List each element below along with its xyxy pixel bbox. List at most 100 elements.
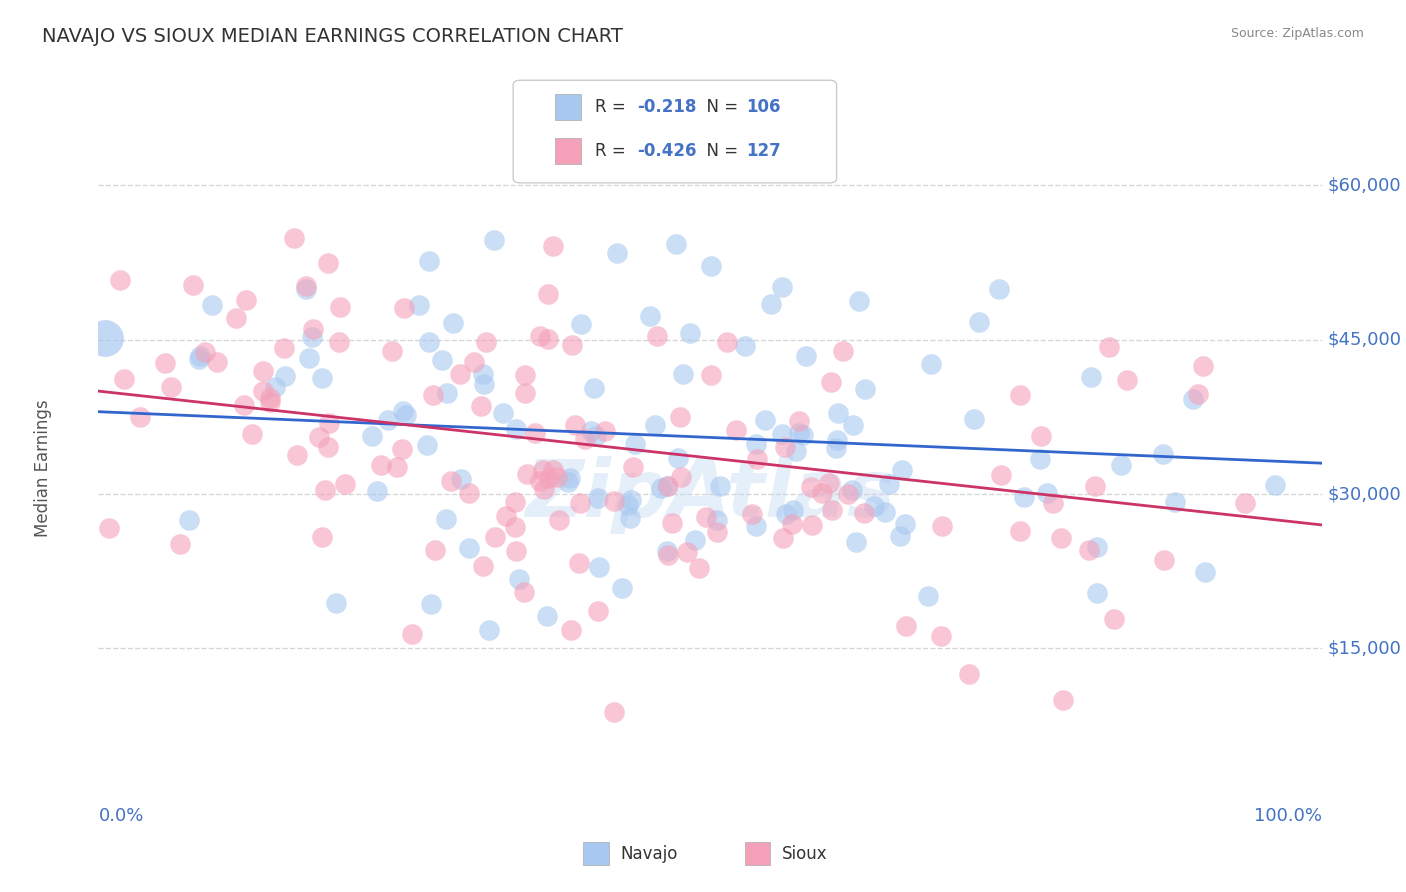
Text: R =: R = <box>595 142 631 160</box>
Point <box>495 508 517 523</box>
Point <box>472 367 495 381</box>
Point <box>418 334 440 349</box>
Point <box>792 428 814 442</box>
Point <box>873 505 896 519</box>
Point <box>568 496 591 510</box>
Point <box>1109 458 1132 472</box>
Point <box>1153 552 1175 566</box>
Point <box>361 428 384 442</box>
Point <box>669 410 692 425</box>
Point <box>381 343 404 358</box>
Point <box>301 330 323 344</box>
Text: 127: 127 <box>747 142 782 160</box>
Point <box>458 541 481 555</box>
Point <box>890 462 912 476</box>
Point <box>440 474 463 488</box>
Text: -0.426: -0.426 <box>637 142 696 160</box>
Point <box>505 422 527 436</box>
Point <box>523 426 546 441</box>
Point <box>610 581 633 595</box>
Point <box>827 406 849 420</box>
Point <box>561 337 583 351</box>
Point <box>1012 490 1035 504</box>
Point <box>395 408 418 422</box>
Point <box>770 427 793 442</box>
Point <box>169 537 191 551</box>
Point <box>820 376 842 390</box>
Point <box>780 516 803 531</box>
Point <box>1164 495 1187 509</box>
Point <box>579 425 602 439</box>
Point <box>845 535 868 549</box>
Point <box>582 380 605 394</box>
Point <box>475 334 498 349</box>
Point <box>484 233 506 247</box>
Point <box>333 477 356 491</box>
Point <box>745 451 768 466</box>
Text: ZipAtlas: ZipAtlas <box>524 456 896 534</box>
Point <box>1084 479 1107 493</box>
Point <box>194 344 217 359</box>
Point <box>560 623 582 637</box>
Point <box>574 432 596 446</box>
Point <box>679 326 702 341</box>
Point <box>759 297 782 311</box>
Point <box>200 298 222 312</box>
Point <box>1233 495 1256 509</box>
Point <box>153 355 176 369</box>
Point <box>259 391 281 405</box>
Point <box>734 339 756 353</box>
Point <box>848 294 870 309</box>
Point <box>93 330 115 344</box>
Point <box>108 272 131 286</box>
Point <box>420 597 443 611</box>
Point <box>800 480 823 494</box>
Point <box>432 352 454 367</box>
Point <box>508 572 530 586</box>
Text: NAVAJO VS SIOUX MEDIAN EARNINGS CORRELATION CHART: NAVAJO VS SIOUX MEDIAN EARNINGS CORRELAT… <box>42 27 623 45</box>
Point <box>588 604 610 618</box>
Point <box>1080 370 1102 384</box>
Point <box>449 367 471 381</box>
Point <box>588 560 610 574</box>
Point <box>593 424 616 438</box>
Point <box>177 513 200 527</box>
Text: N =: N = <box>696 98 744 116</box>
Point <box>638 310 661 324</box>
Point <box>1152 447 1174 461</box>
Point <box>285 448 308 462</box>
Text: Navajo: Navajo <box>620 845 678 863</box>
Point <box>695 509 717 524</box>
Point <box>366 484 388 499</box>
Text: -0.218: -0.218 <box>637 98 696 116</box>
Point <box>529 474 551 488</box>
Point <box>603 705 626 719</box>
Point <box>917 589 939 603</box>
Point <box>457 486 479 500</box>
Point <box>529 328 551 343</box>
Point <box>889 529 911 543</box>
Point <box>283 231 305 245</box>
Point <box>536 609 558 624</box>
Point <box>1031 429 1053 443</box>
Point <box>425 542 447 557</box>
Point <box>188 352 211 367</box>
Point <box>385 460 408 475</box>
Point <box>225 311 247 326</box>
Point <box>259 394 281 409</box>
Point <box>557 475 579 489</box>
Point <box>513 368 536 382</box>
Point <box>316 256 339 270</box>
Point <box>328 335 350 350</box>
Point <box>233 398 256 412</box>
Point <box>470 399 492 413</box>
Text: $60,000: $60,000 <box>1327 177 1402 194</box>
Point <box>794 350 817 364</box>
Point <box>1115 373 1137 387</box>
Point <box>852 507 875 521</box>
Point <box>683 533 706 548</box>
Point <box>329 300 352 314</box>
Point <box>416 438 439 452</box>
Point <box>472 376 495 391</box>
Point <box>669 469 692 483</box>
